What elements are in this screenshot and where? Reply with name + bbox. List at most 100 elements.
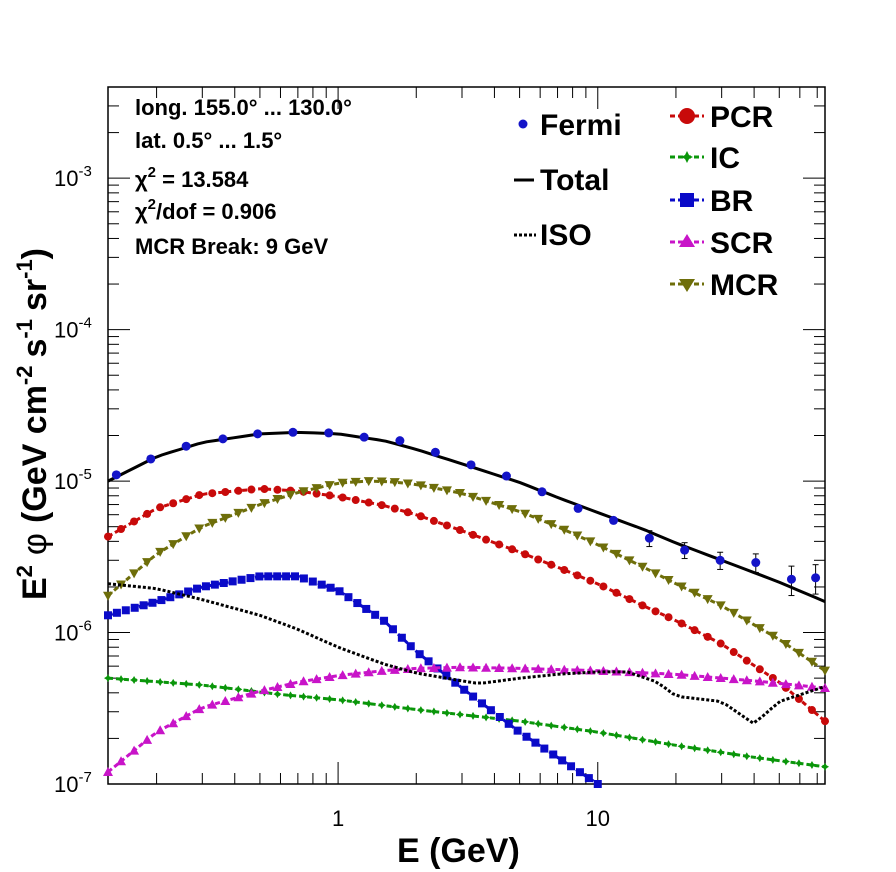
- series-marker-mcr: [572, 531, 583, 541]
- series-marker-scr: [324, 671, 335, 681]
- series-marker-br: [567, 762, 576, 771]
- series-marker-br: [148, 598, 157, 607]
- series-marker-mcr: [337, 478, 348, 488]
- fermi-point: [751, 558, 761, 568]
- y-tick-exponent: -6: [78, 618, 91, 635]
- series-marker-pcr: [495, 540, 504, 549]
- series-marker-br: [273, 572, 282, 581]
- series-marker-ic: [325, 694, 334, 703]
- series-marker-br: [228, 577, 237, 586]
- series-marker-ic: [664, 740, 673, 749]
- legend-total-label: Total: [540, 164, 609, 197]
- series-marker-br: [130, 603, 139, 612]
- series-marker-br: [344, 593, 353, 602]
- series-marker-ic: [573, 725, 582, 734]
- series-marker-scr: [337, 670, 348, 680]
- series-marker-ic: [364, 699, 373, 708]
- series-marker-pcr: [403, 508, 412, 517]
- series-marker-ic: [104, 674, 112, 683]
- series-marker-mcr: [181, 532, 192, 542]
- series-marker-br: [291, 572, 300, 581]
- series-marker-scr: [520, 663, 531, 673]
- series-marker-br: [121, 606, 130, 615]
- series-marker-br: [406, 642, 415, 651]
- series-marker-pcr: [143, 509, 152, 518]
- series-marker-pcr: [534, 555, 543, 564]
- series-marker-ic: [273, 690, 282, 699]
- series-marker-mcr: [598, 543, 609, 553]
- series-marker-mcr: [611, 549, 622, 559]
- series-marker-pcr: [208, 489, 217, 498]
- fermi-data-group: [111, 427, 821, 597]
- legend-ic-label: IC: [710, 142, 740, 175]
- series-marker-pcr: [416, 512, 425, 521]
- series-marker-mcr: [402, 479, 413, 489]
- y-tick-label: 10-6: [54, 618, 92, 646]
- y-title-cm-exp: -2: [12, 366, 37, 386]
- series-marker-ic: [547, 721, 556, 730]
- series-marker-pcr: [703, 632, 712, 641]
- series-marker-pcr: [221, 487, 230, 496]
- series-marker-br: [104, 611, 112, 620]
- chi-exponent: 2: [148, 164, 156, 181]
- series-marker-mcr: [363, 477, 374, 487]
- series-marker-scr: [298, 676, 309, 686]
- series-marker-ic: [117, 675, 126, 684]
- series-marker-scr: [207, 699, 218, 709]
- y-tick-label: 10-7: [54, 769, 92, 797]
- series-marker-mcr: [298, 487, 309, 497]
- series-marker-scr: [702, 671, 713, 681]
- series-marker-ic: [143, 677, 152, 686]
- series-marker-ic: [469, 711, 478, 720]
- series-marker-pcr: [521, 550, 530, 559]
- series-marker-pcr: [716, 639, 725, 648]
- series-marker-mcr: [780, 639, 791, 649]
- series-marker-br: [308, 577, 317, 586]
- fermi-point: [395, 436, 405, 446]
- series-marker-ic: [169, 678, 178, 687]
- series-marker-scr: [637, 667, 648, 677]
- series-marker-pcr: [338, 493, 347, 502]
- series-marker-ic: [156, 677, 165, 686]
- series-marker-pcr: [755, 665, 764, 674]
- series-marker-mcr: [741, 616, 752, 626]
- series-marker-pcr: [429, 516, 438, 525]
- series-marker-scr: [663, 668, 674, 678]
- series-marker-ic: [560, 723, 569, 732]
- fermi-point: [111, 470, 121, 480]
- series-marker-scr: [481, 662, 492, 672]
- series-marker-pcr: [247, 485, 256, 494]
- series-marker-mcr: [624, 556, 635, 566]
- series-marker-mcr: [715, 601, 726, 611]
- series-marker-ic: [768, 755, 777, 764]
- series-marker-ic: [612, 731, 621, 740]
- series-marker-br: [112, 608, 121, 617]
- y-tick-exponent: -4: [78, 315, 91, 332]
- series-marker-pcr: [351, 496, 360, 505]
- series-marker-mcr: [806, 657, 817, 667]
- series-mcr: [103, 477, 830, 676]
- fermi-point: [430, 447, 440, 457]
- series-marker-br: [219, 579, 228, 588]
- series-marker-mcr: [520, 509, 531, 519]
- series-marker-br: [380, 616, 389, 625]
- series-marker-br: [371, 610, 380, 619]
- info-box: long. 155.0° ... 130.0° lat. 0.5° ... 1.…: [135, 95, 352, 259]
- series-marker-br: [442, 671, 451, 680]
- series-ic: [104, 674, 829, 771]
- series-marker-scr: [116, 756, 127, 766]
- fermi-point: [466, 460, 476, 470]
- series-marker-pcr: [455, 526, 464, 535]
- y-tick-mantissa: 10: [54, 166, 78, 191]
- fermi-point: [218, 434, 228, 444]
- series-marker-scr: [441, 662, 452, 672]
- series-marker-pcr: [260, 485, 269, 494]
- y-tick-labels: 10-710-610-510-410-3: [54, 163, 92, 797]
- series-marker-scr: [650, 668, 661, 678]
- series-marker-ic: [781, 757, 790, 766]
- series-marker-scr: [546, 664, 557, 674]
- series-marker-br: [540, 744, 549, 753]
- series-marker-br: [362, 604, 371, 613]
- series-marker-br: [504, 719, 513, 728]
- y-title-e-exp: 2: [12, 565, 37, 577]
